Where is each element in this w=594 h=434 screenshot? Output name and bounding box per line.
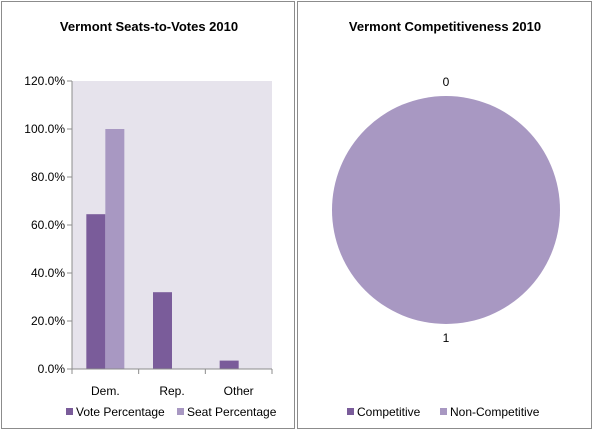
y-tick-label: 80.0% xyxy=(31,170,65,184)
bar-chart-title: Vermont Seats-to-Votes 2010 xyxy=(60,19,238,34)
x-category-label: Dem. xyxy=(91,384,120,398)
x-category-label: Other xyxy=(224,384,254,398)
competitiveness-chart-panel: Vermont Competitiveness 2010 0 1 Competit… xyxy=(297,1,592,429)
legend-swatch xyxy=(66,408,73,415)
legend-swatch xyxy=(440,408,447,415)
y-tick-label: 120.0% xyxy=(24,74,65,88)
seats-to-votes-chart-panel: Vermont Seats-to-Votes 2010 0.0% 20.0% 40.… xyxy=(1,1,295,429)
pie-chart-svg: Vermont Competitiveness 2010 0 1 Competit… xyxy=(332,19,560,419)
pie-slice-non-competitive xyxy=(332,96,560,324)
legend-swatch xyxy=(177,408,184,415)
y-tick-label: 60.0% xyxy=(31,218,65,232)
bar-vote-percentage-0 xyxy=(86,214,106,369)
legend-label: Seat Percentage xyxy=(187,405,277,419)
y-tick-label: 20.0% xyxy=(31,314,65,328)
legend-swatch xyxy=(347,408,354,415)
pie-chart-title: Vermont Competitiveness 2010 xyxy=(349,19,541,34)
bar-seat-percentage-0 xyxy=(105,129,125,369)
pie-data-label: 1 xyxy=(443,331,450,345)
legend-label: Non-Competitive xyxy=(450,405,540,419)
bar-vote-percentage-1 xyxy=(153,292,172,369)
y-tick-label: 100.0% xyxy=(24,122,65,136)
x-category-label: Rep. xyxy=(159,384,184,398)
y-tick-label: 0.0% xyxy=(38,362,66,376)
bar-chart-svg: Vermont Seats-to-Votes 2010 0.0% 20.0% 40.… xyxy=(24,19,277,419)
y-tick-label: 40.0% xyxy=(31,266,65,280)
pie-data-label: 0 xyxy=(443,75,450,89)
bar-vote-percentage-2 xyxy=(219,360,239,369)
legend-label: Vote Percentage xyxy=(76,405,165,419)
legend-label: Competitive xyxy=(357,405,421,419)
